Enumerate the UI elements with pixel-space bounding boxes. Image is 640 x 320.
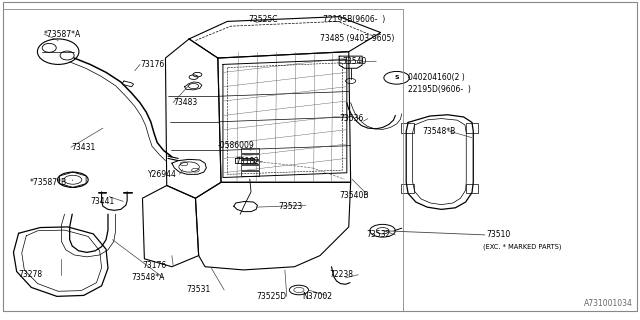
Text: Y26944: Y26944: [148, 170, 177, 179]
Text: N37002: N37002: [302, 292, 332, 301]
Text: *73587*A: *73587*A: [44, 30, 81, 39]
Bar: [401, 123, 414, 133]
Bar: [241, 160, 259, 164]
Text: 72238: 72238: [330, 270, 353, 279]
Text: 040204160(2 ): 040204160(2 ): [408, 73, 465, 82]
Text: 22195D(9606-  ): 22195D(9606- ): [408, 85, 471, 94]
Bar: [241, 154, 259, 159]
Text: 73441: 73441: [90, 197, 115, 206]
Text: 73531: 73531: [186, 285, 210, 294]
Text: 73548*B: 73548*B: [422, 127, 456, 136]
Text: 73540B: 73540B: [339, 190, 369, 200]
Text: S: S: [394, 75, 399, 80]
Text: *73587*B: *73587*B: [29, 178, 67, 187]
Text: 73278: 73278: [19, 270, 43, 279]
Bar: [241, 148, 259, 153]
Text: 73510: 73510: [486, 230, 510, 239]
Bar: [241, 165, 259, 170]
Text: 73483: 73483: [173, 98, 197, 107]
Text: 73431: 73431: [71, 143, 95, 152]
Text: (EXC. * MARKED PARTS): (EXC. * MARKED PARTS): [483, 244, 561, 250]
Text: 73182: 73182: [236, 157, 260, 166]
Text: 73536: 73536: [339, 114, 364, 123]
Text: -0586009: -0586009: [218, 141, 255, 150]
Bar: [401, 184, 414, 194]
Bar: [466, 123, 478, 133]
Text: 73525D: 73525D: [256, 292, 286, 301]
Text: 73540: 73540: [342, 57, 367, 66]
Text: 73548*A: 73548*A: [132, 273, 165, 282]
Bar: [466, 184, 478, 194]
Bar: [241, 171, 259, 176]
Text: 72195B(9606-  ): 72195B(9606- ): [323, 15, 385, 24]
Text: 73176: 73176: [143, 261, 166, 270]
Text: 73485 (9403-9605): 73485 (9403-9605): [320, 35, 394, 44]
Text: 73532: 73532: [366, 230, 390, 239]
Text: 73176: 73176: [140, 60, 164, 69]
Text: 73525C: 73525C: [248, 15, 278, 24]
Text: A731001034: A731001034: [584, 299, 633, 308]
Text: 73523: 73523: [278, 202, 303, 211]
